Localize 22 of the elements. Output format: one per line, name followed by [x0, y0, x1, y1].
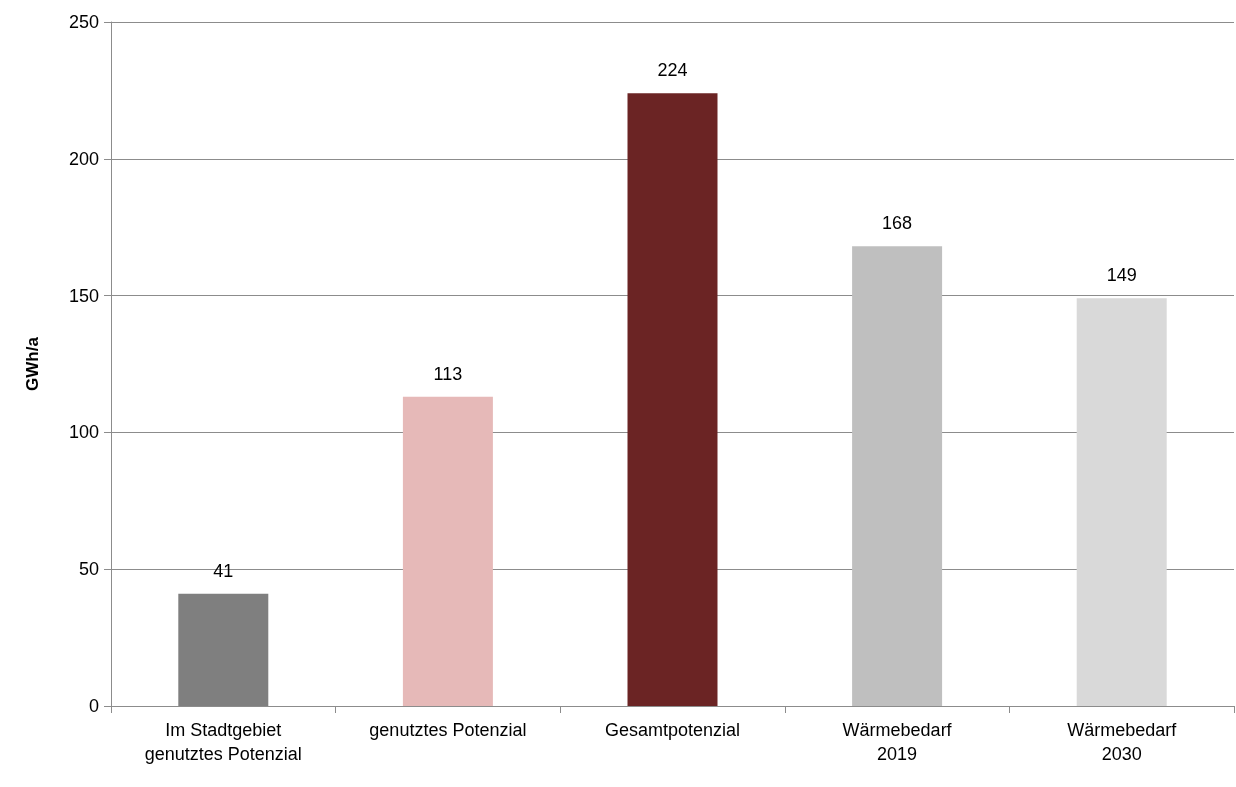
y-tick-label: 100: [68, 422, 99, 443]
data-label: 168: [882, 213, 913, 234]
y-tick-label: 50: [78, 559, 99, 580]
x-tick-label: Wärmebedarf 2019: [842, 720, 953, 764]
y-axis-title: GWh/a: [23, 336, 42, 391]
y-tick-label: 0: [88, 696, 99, 716]
y-tick-label: 200: [68, 148, 99, 169]
x-tick-label: Im Stadtgebiet genutztes Potenzial: [144, 720, 302, 764]
x-tick-label: Wärmebedarf 2030: [1067, 720, 1178, 764]
data-label: 113: [433, 363, 463, 384]
data-label: 41: [213, 560, 234, 581]
bar: [627, 93, 718, 706]
x-tick-label: Gesamtpotenzial: [604, 720, 741, 740]
x-tick-label: genutztes Potenzial: [369, 720, 527, 740]
bar: [178, 593, 269, 706]
bar: [402, 396, 493, 706]
y-tick-label: 250: [68, 12, 99, 32]
data-label: 149: [1106, 265, 1137, 286]
data-label: 224: [657, 60, 688, 81]
bar: [852, 246, 943, 706]
bar: [1076, 298, 1167, 706]
y-tick-label: 150: [68, 285, 99, 306]
